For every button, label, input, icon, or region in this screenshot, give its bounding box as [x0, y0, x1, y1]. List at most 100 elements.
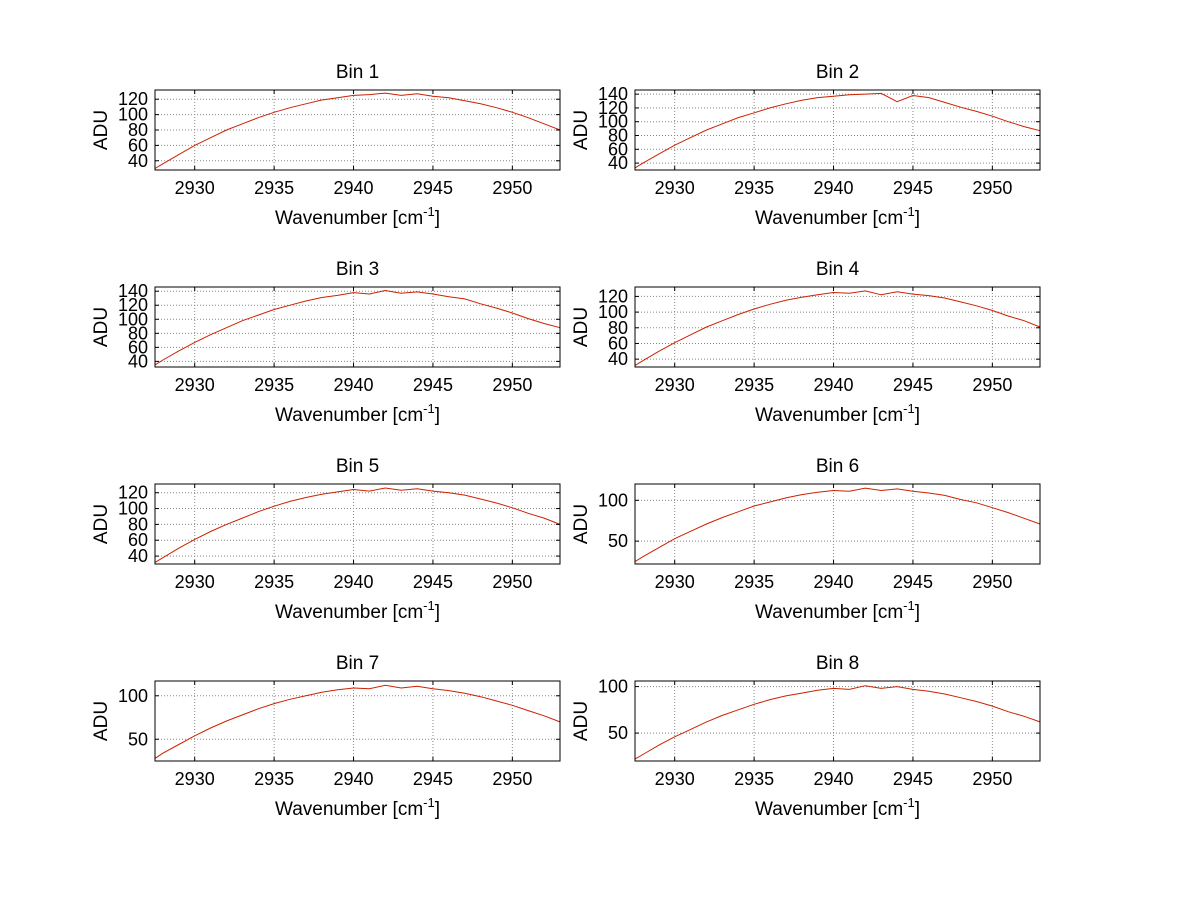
- y-axis-label: ADU: [571, 701, 592, 741]
- y-tick-label: 100: [118, 105, 148, 125]
- y-tick-label: 80: [128, 323, 148, 343]
- y-axis-label: ADU: [91, 701, 112, 741]
- x-tick-label: 2935: [254, 572, 294, 592]
- subplot-bin-7: Bin 7 2930 2935 2940 2945 2950 50 100 Wavenumber…: [91, 653, 561, 820]
- plot-area: [635, 484, 1040, 564]
- x-tick-label: 2935: [734, 572, 774, 592]
- y-tick-label: 140: [598, 84, 628, 104]
- y-tick-label: 60: [128, 135, 148, 155]
- y-tick-label: 50: [608, 531, 628, 551]
- x-tick-label: 2930: [655, 572, 695, 592]
- spectrum-line: [154, 487, 561, 563]
- x-axis-label: Wavenumber [cm-1]: [755, 204, 920, 229]
- y-tick-label: 100: [118, 499, 148, 519]
- plot-area: [155, 287, 560, 367]
- y-tick-label: 40: [128, 351, 148, 371]
- x-tick-label: 2940: [334, 178, 374, 198]
- x-tick-label: 2945: [413, 178, 453, 198]
- subplot-title: Bin 1: [336, 62, 379, 83]
- x-tick-label: 2940: [814, 375, 854, 395]
- spectrum-line: [634, 685, 1041, 760]
- y-tick-label: 40: [128, 546, 148, 566]
- subplot-bin-3: Bin 3 2930 2935 2940 2945 2950 406080100120140…: [91, 259, 561, 426]
- x-tick-label: 2940: [814, 572, 854, 592]
- spectrum-line: [634, 92, 1041, 169]
- subplot-title: Bin 6: [816, 456, 859, 477]
- x-tick-label: 2935: [254, 178, 294, 198]
- x-axis-label: Wavenumber [cm-1]: [755, 401, 920, 426]
- y-tick-label: 80: [608, 318, 628, 338]
- y-tick-label: 50: [608, 723, 628, 743]
- axis-box: [634, 680, 1041, 762]
- x-tick-label: 2945: [413, 769, 453, 789]
- subplot-title: Bin 7: [336, 653, 379, 674]
- x-tick-label: 2940: [814, 178, 854, 198]
- y-tick-label: 140: [118, 281, 148, 301]
- x-tick-label: 2930: [655, 375, 695, 395]
- y-tick-label: 60: [608, 139, 628, 159]
- y-tick-label: 40: [608, 349, 628, 369]
- axis-box: [634, 89, 1041, 171]
- x-tick-label: 2930: [175, 178, 215, 198]
- x-tick-label: 2950: [972, 178, 1012, 198]
- y-tick-label: 120: [598, 98, 628, 118]
- x-tick-label: 2950: [972, 572, 1012, 592]
- x-tick-label: 2935: [254, 375, 294, 395]
- y-axis-label: ADU: [571, 307, 592, 347]
- y-axis-label: ADU: [571, 504, 592, 544]
- x-tick-label: 2935: [734, 769, 774, 789]
- axis-box: [154, 680, 561, 762]
- y-tick-label: 50: [128, 729, 148, 749]
- subplot-title: Bin 4: [816, 259, 860, 280]
- y-tick-label: 100: [598, 302, 628, 322]
- y-tick-label: 120: [118, 295, 148, 315]
- subplot-title: Bin 5: [336, 456, 379, 477]
- y-tick-label: 100: [118, 309, 148, 329]
- spectrum-line: [634, 290, 1041, 366]
- y-tick-label: 40: [128, 151, 148, 171]
- x-tick-label: 2950: [492, 769, 532, 789]
- x-tick-label: 2945: [413, 572, 453, 592]
- y-axis-label: ADU: [91, 504, 112, 544]
- y-tick-label: 100: [598, 490, 628, 510]
- subplot-title: Bin 2: [816, 62, 859, 83]
- x-tick-label: 2940: [814, 769, 854, 789]
- x-tick-label: 2950: [972, 375, 1012, 395]
- x-tick-label: 2950: [492, 178, 532, 198]
- x-tick-label: 2945: [893, 769, 933, 789]
- x-tick-label: 2945: [893, 572, 933, 592]
- spectrum-line: [154, 289, 561, 366]
- y-tick-label: 60: [128, 337, 148, 357]
- subplot-title: Bin 8: [816, 653, 859, 674]
- y-axis-label: ADU: [91, 110, 112, 150]
- spectrum-line: [154, 684, 561, 759]
- subplot-bin-8: Bin 8 2930 2935 2940 2945 2950 50 100 Wavenumber…: [571, 653, 1041, 820]
- x-tick-label: 2935: [254, 769, 294, 789]
- x-axis-label: Wavenumber [cm-1]: [275, 598, 440, 623]
- x-axis-label: Wavenumber [cm-1]: [275, 401, 440, 426]
- subplot-title: Bin 3: [336, 259, 379, 280]
- y-tick-label: 100: [118, 686, 148, 706]
- plot-area: [635, 287, 1040, 367]
- plot-area: [635, 90, 1040, 170]
- y-tick-label: 80: [128, 514, 148, 534]
- x-tick-label: 2945: [893, 375, 933, 395]
- axis-box: [634, 483, 1041, 565]
- x-tick-label: 2950: [972, 769, 1012, 789]
- axis-box: [154, 286, 561, 368]
- plot-area: [155, 484, 560, 564]
- x-tick-label: 2930: [655, 769, 695, 789]
- x-tick-label: 2950: [492, 375, 532, 395]
- x-tick-label: 2940: [334, 375, 374, 395]
- spectrum-line: [634, 487, 1041, 563]
- x-axis-label: Wavenumber [cm-1]: [755, 795, 920, 820]
- x-tick-label: 2930: [175, 375, 215, 395]
- x-tick-label: 2940: [334, 769, 374, 789]
- x-axis-label: Wavenumber [cm-1]: [275, 204, 440, 229]
- y-tick-label: 80: [128, 120, 148, 140]
